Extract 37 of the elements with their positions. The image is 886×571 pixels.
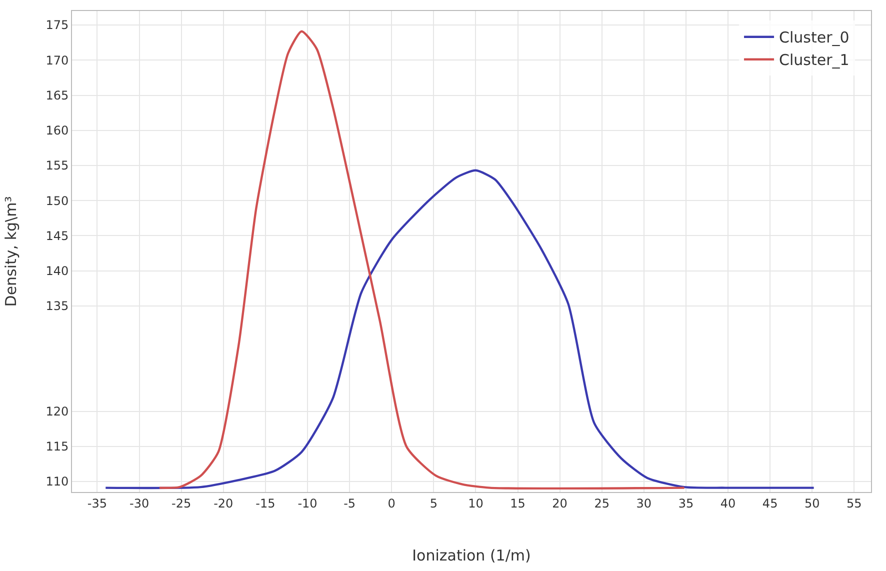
y-tick-label: 170 — [46, 53, 69, 68]
line-series — [104, 169, 815, 490]
x-tick-label: -10 — [298, 496, 318, 510]
legend-label: Cluster_1 — [779, 51, 850, 70]
x-tick-label: -15 — [256, 496, 276, 510]
line-series — [158, 30, 686, 490]
x-tick-label: -30 — [129, 496, 150, 510]
y-tick-label: 145 — [46, 228, 69, 243]
x-axis-title: Ionization (1/m) — [412, 546, 531, 564]
x-tick-label: 55 — [846, 496, 862, 510]
x-tick-label: 5 — [430, 496, 438, 510]
y-tick-label: 155 — [46, 158, 69, 173]
y-tick-label: 160 — [46, 124, 69, 138]
y-tick-label: 115 — [46, 440, 69, 454]
y-tick-label: 150 — [46, 194, 69, 208]
y-tick-label: 135 — [46, 299, 69, 314]
legend-label: Cluster_0 — [779, 28, 850, 47]
y-tick-label: 175 — [46, 18, 69, 32]
x-tick-label: -35 — [87, 496, 108, 510]
y-tick-label: 120 — [46, 404, 69, 418]
x-tick-label: 20 — [552, 496, 568, 510]
x-tick-label: 40 — [720, 496, 736, 510]
x-tick-label: 25 — [594, 496, 610, 510]
x-tick-label: 45 — [762, 496, 778, 510]
x-tick-label: -25 — [172, 496, 192, 510]
y-tick-label: 110 — [46, 474, 69, 489]
y-tick-label: 165 — [46, 88, 69, 102]
x-tick-label: 0 — [388, 496, 396, 510]
x-tick-label: 10 — [468, 496, 484, 510]
x-tick-label: -5 — [344, 496, 356, 510]
x-tick-label: 30 — [636, 496, 652, 510]
y-axis-title: Density, kg\m³ — [2, 196, 20, 307]
x-tick-label: 35 — [678, 496, 694, 510]
x-tick-label: -20 — [214, 496, 234, 510]
y-tick-label: 140 — [46, 264, 69, 278]
x-tick-label: 50 — [804, 496, 820, 510]
x-tick-label: 15 — [510, 496, 526, 510]
